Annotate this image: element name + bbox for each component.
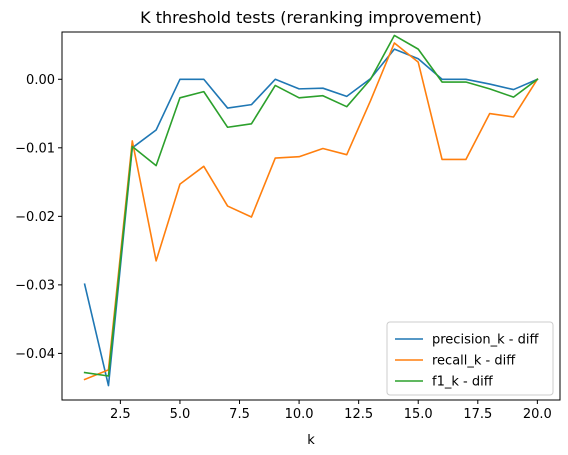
y-axis: 0.00 −0.01 −0.02 −0.03 −0.04 (15, 73, 62, 362)
y-tick-label: −0.02 (15, 210, 55, 225)
plot-frame (61, 31, 561, 401)
y-tick-label: −0.03 (15, 278, 55, 293)
x-axis-label: k (307, 433, 315, 448)
x-tick-label: 15.0 (404, 407, 433, 422)
series-line-1 (83, 48, 539, 387)
x-tick-label: 7.5 (229, 407, 250, 422)
x-tick-label: 5.0 (170, 407, 191, 422)
y-tick-label: −0.01 (15, 141, 55, 156)
legend-box (386, 321, 554, 396)
legend-entry: recall_k - diff (432, 354, 516, 369)
legend-entry: precision_k - diff (432, 333, 539, 348)
series-line-3 (83, 34, 539, 377)
x-tick-label: 20.0 (523, 407, 552, 422)
x-axis: 2.5 5.0 7.5 10.0 12.5 15.0 17.5 20.0 (110, 400, 552, 422)
chart-title: K threshold tests (reranking improvement… (140, 8, 482, 27)
y-tick-label: −0.04 (15, 347, 55, 362)
x-tick-label: 10.0 (285, 407, 314, 422)
series-group (83, 34, 539, 387)
x-tick-label: 2.5 (110, 407, 131, 422)
x-tick-label: 17.5 (463, 407, 492, 422)
y-tick-label: 0.00 (26, 73, 55, 88)
legend: precision_k - diff recall_k - diff f1_k - … (386, 321, 554, 396)
legend-entry: f1_k - diff (432, 375, 494, 390)
series-line-2 (83, 42, 539, 381)
x-tick-label: 12.5 (344, 407, 373, 422)
